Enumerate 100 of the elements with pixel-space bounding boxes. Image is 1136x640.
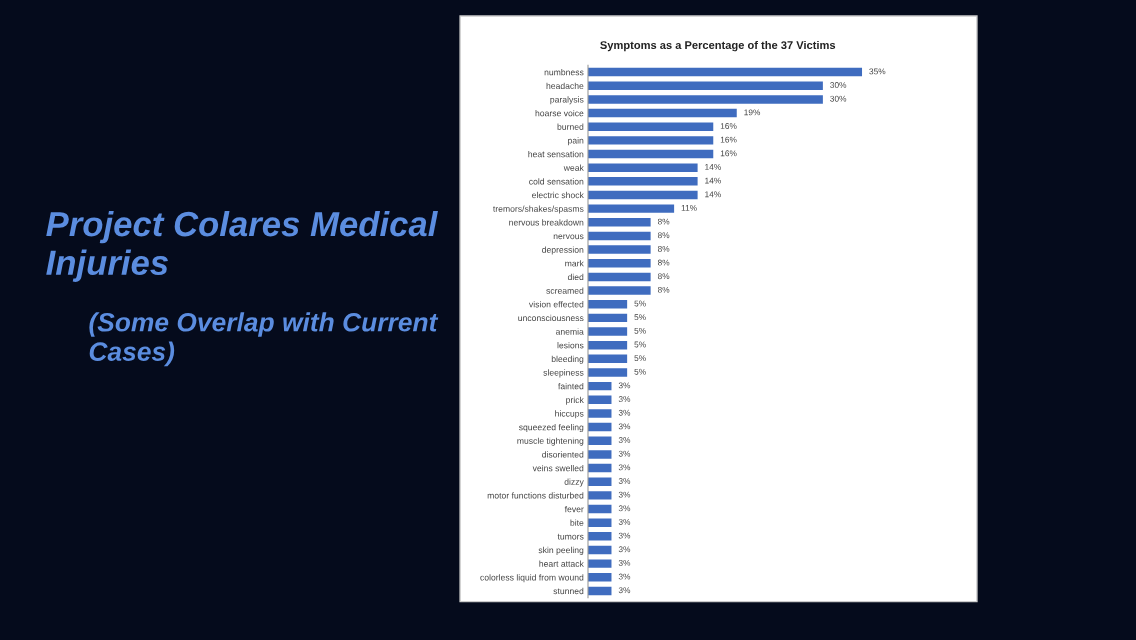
data-label: 3% bbox=[618, 396, 631, 403]
data-label: 3% bbox=[618, 450, 631, 457]
y-tick-label: disoriented bbox=[542, 451, 584, 458]
data-label: 5% bbox=[634, 341, 646, 348]
bar bbox=[587, 259, 651, 268]
bar bbox=[587, 245, 651, 254]
y-tick-label: bleeding bbox=[551, 355, 584, 364]
bar bbox=[587, 190, 698, 200]
y-tick-label: muscle tightening bbox=[517, 437, 584, 446]
y-tick-label: numbness bbox=[544, 68, 584, 76]
data-label: 5% bbox=[634, 300, 646, 307]
data-label: 3% bbox=[618, 423, 631, 430]
y-tick-label: electric shock bbox=[532, 191, 584, 199]
y-tick-label: stunned bbox=[553, 587, 584, 595]
y-tick-label: heart attack bbox=[539, 560, 584, 567]
y-tick-label: died bbox=[567, 273, 584, 281]
data-label: 16% bbox=[720, 150, 737, 157]
bar bbox=[587, 95, 823, 104]
y-tick-label: hiccups bbox=[555, 410, 584, 419]
data-label: 5% bbox=[634, 368, 646, 375]
y-tick-label: motor functions disturbed bbox=[487, 492, 584, 499]
data-label: 3% bbox=[618, 437, 631, 443]
data-label: 3% bbox=[618, 464, 631, 471]
y-tick-label: cold sensation bbox=[529, 178, 584, 185]
data-label: 8% bbox=[657, 286, 670, 293]
text: (Some Overlap with Current Cases) bbox=[89, 312, 439, 367]
data-label: 8% bbox=[657, 259, 670, 266]
y-tick-label: depression bbox=[542, 246, 584, 255]
bar bbox=[587, 532, 612, 541]
y-tick-label: skin peeling bbox=[538, 546, 584, 555]
y-tick-label: colorless liquid from wound bbox=[480, 574, 584, 583]
data-label: 3% bbox=[618, 491, 631, 498]
y-tick-label: nervous breakdown bbox=[509, 219, 584, 226]
data-label: 3% bbox=[618, 382, 631, 389]
data-label: 30% bbox=[830, 95, 847, 102]
bar bbox=[587, 518, 612, 527]
bar bbox=[587, 491, 612, 500]
bar bbox=[587, 340, 628, 350]
bar bbox=[587, 286, 651, 295]
data-label: 3% bbox=[618, 532, 631, 539]
y-tick-label: tremors/shakes/spasms bbox=[493, 205, 584, 214]
data-label: 35% bbox=[869, 68, 886, 75]
bar bbox=[587, 108, 737, 118]
bar bbox=[587, 299, 628, 309]
data-label: 3% bbox=[618, 478, 631, 484]
y-tick-label: paralysis bbox=[550, 96, 584, 105]
bar bbox=[587, 559, 612, 568]
bar bbox=[587, 354, 628, 364]
data-label: 3% bbox=[618, 573, 631, 580]
bar bbox=[587, 477, 612, 486]
y-tick-label: veins swelled bbox=[532, 464, 584, 472]
data-label: 3% bbox=[618, 505, 631, 512]
data-label: 5% bbox=[634, 327, 646, 334]
y-tick-label: headache bbox=[546, 82, 584, 89]
y-tick-label: vision effected bbox=[528, 301, 584, 308]
data-label: 8% bbox=[657, 232, 670, 239]
data-label: 8% bbox=[657, 245, 670, 252]
bar bbox=[587, 81, 823, 90]
data-label: 5% bbox=[634, 355, 646, 362]
y-tick-label: squeezed feeling bbox=[518, 423, 584, 432]
data-label: 3% bbox=[618, 409, 631, 416]
bar bbox=[587, 67, 863, 77]
y-tick-label: sleepiness bbox=[543, 369, 584, 378]
data-label: 30% bbox=[830, 82, 847, 88]
data-label: 14% bbox=[705, 177, 721, 184]
y-tick-label: weak bbox=[563, 164, 584, 171]
bar bbox=[587, 218, 651, 227]
y-tick-label: nervous bbox=[553, 234, 584, 240]
data-label: 3% bbox=[618, 587, 631, 594]
data-label: 16% bbox=[720, 123, 737, 129]
bar bbox=[587, 573, 612, 582]
bar bbox=[587, 163, 698, 172]
bar bbox=[587, 368, 628, 377]
bar bbox=[587, 231, 651, 241]
y-tick-label: bite bbox=[570, 519, 584, 526]
y-tick-label: fever bbox=[564, 505, 584, 513]
y-tick-label: hoarse voice bbox=[535, 109, 584, 117]
bar bbox=[587, 136, 714, 145]
bar bbox=[587, 149, 714, 159]
y-tick-label: mark bbox=[565, 260, 584, 267]
bar bbox=[587, 327, 628, 336]
y-tick-label: tumors bbox=[557, 533, 584, 540]
text: Project Colares Medical Injuries bbox=[46, 210, 438, 282]
y-tick-label: pain bbox=[568, 137, 584, 146]
y-tick-label: anemia bbox=[555, 328, 584, 335]
bar bbox=[587, 450, 612, 459]
y-tick-label: burned bbox=[557, 123, 584, 130]
bar bbox=[587, 204, 675, 213]
y-tick-label: dizzy bbox=[564, 478, 584, 487]
bar bbox=[587, 272, 651, 282]
y-tick-label: screamed bbox=[546, 287, 584, 294]
bar bbox=[587, 177, 698, 186]
data-label: 14% bbox=[705, 191, 721, 198]
y-tick-label: fainted bbox=[558, 383, 584, 390]
y-tick-label: prick bbox=[566, 396, 584, 405]
chart-title: Symptoms as a Percentage of the 37 Victims bbox=[600, 40, 836, 52]
data-label: 16% bbox=[720, 136, 737, 143]
y-tick-label: heat sensation bbox=[528, 150, 584, 158]
y-tick-label: unconsciousness bbox=[518, 314, 584, 322]
data-label: 19% bbox=[744, 109, 761, 116]
